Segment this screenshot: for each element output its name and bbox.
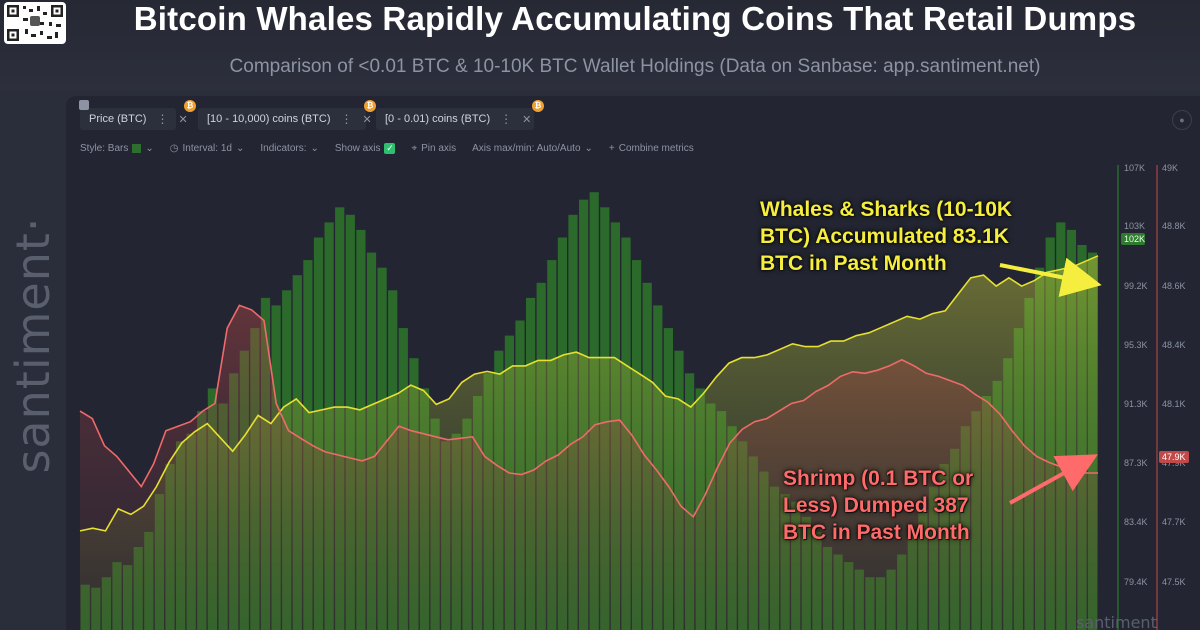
clock-icon: ◷ bbox=[169, 142, 179, 154]
axis-minmax-selector[interactable]: Axis max/min: Auto/Auto ⌄ bbox=[472, 143, 593, 154]
axis-tick-label: 83.4K bbox=[1124, 517, 1148, 527]
close-icon[interactable]: ✕ bbox=[362, 113, 372, 126]
more-options-icon[interactable]: ⋮ bbox=[340, 112, 353, 126]
axis-tick-label: 79.4K bbox=[1124, 577, 1148, 587]
whales-line bbox=[79, 255, 1099, 532]
combine-metrics-button[interactable]: + Combine metrics bbox=[609, 143, 694, 154]
indicators-label: Indicators: bbox=[260, 142, 307, 154]
axis-minmax-label: Axis max/min: Auto/Auto bbox=[472, 142, 581, 154]
interval-label: Interval: 1d bbox=[182, 142, 232, 154]
lock-icon bbox=[79, 100, 89, 110]
chevron-down-icon: ⌄ bbox=[235, 142, 245, 154]
axis-tick-label: 107K bbox=[1124, 163, 1145, 173]
price-axis: 107K 103K 99.2K 95.3K 91.3K 87.3K 83.4K 79.4K bbox=[1124, 163, 1148, 587]
legend-label-shrimp: [0 - 0.01) coins (BTC) bbox=[385, 113, 491, 125]
shrimp-area bbox=[80, 305, 1098, 630]
axis-tick-label: 48.8K bbox=[1162, 221, 1186, 231]
legend-chip-whales[interactable]: ₿ [10 - 10,000) coins (BTC) ⋮ ✕ bbox=[184, 100, 372, 130]
axis-tick-label: 48.4K bbox=[1162, 340, 1186, 350]
chevron-down-icon: ⌄ bbox=[145, 142, 154, 154]
bitcoin-icon: ₿ bbox=[184, 100, 196, 112]
settings-icon[interactable]: ● bbox=[1172, 110, 1192, 130]
legend-chip-shrimp[interactable]: ₿ [0 - 0.01) coins (BTC) ⋮ ✕ bbox=[364, 100, 534, 130]
show-axis-toggle[interactable]: Show axis ✓ bbox=[334, 142, 396, 154]
style-label: Style: Bars bbox=[80, 142, 129, 154]
axis-tick-label: 47.7K bbox=[1162, 517, 1186, 527]
header: Bitcoin Whales Rapidly Accumulating Coin… bbox=[0, 0, 1200, 90]
style-selector[interactable]: Style: Bars ⌄ bbox=[80, 143, 154, 154]
close-icon[interactable]: ✕ bbox=[522, 113, 532, 126]
santiment-watermark: santiment bbox=[1076, 613, 1157, 630]
page-title: Bitcoin Whales Rapidly Accumulating Coin… bbox=[133, 0, 1137, 37]
pin-axis-label: Pin axis bbox=[421, 142, 457, 154]
holdings-axis-badge bbox=[1159, 451, 1189, 463]
whales-annotation: Whales & Sharks (10-10K BTC) Accumulated… bbox=[760, 198, 1013, 275]
close-icon[interactable]: ✕ bbox=[178, 113, 188, 126]
pin-icon: ⌖ bbox=[411, 142, 418, 154]
axis-tick-label: 48.6K bbox=[1162, 281, 1186, 291]
axis-tick-label: 48.1K bbox=[1162, 399, 1186, 409]
axis-tick-label: 99.2K bbox=[1124, 281, 1148, 291]
bitcoin-icon: ₿ bbox=[364, 100, 376, 112]
chevron-down-icon: ⌄ bbox=[310, 142, 319, 154]
chevron-down-icon: ⌄ bbox=[584, 142, 593, 154]
axis-tick-label: 103K bbox=[1124, 221, 1145, 231]
shrimp-arrow bbox=[1009, 454, 1098, 505]
interval-selector[interactable]: ◷ Interval: 1d ⌄ bbox=[170, 143, 245, 154]
indicators-selector[interactable]: Indicators: ⌄ bbox=[260, 143, 319, 154]
price-axis-badge bbox=[1121, 233, 1145, 245]
axis-tick-label: 91.3K bbox=[1124, 399, 1148, 409]
plus-icon: + bbox=[608, 142, 615, 154]
price-axis-badge-text: 102K bbox=[1124, 234, 1145, 244]
axis-tick-label: 47.5K bbox=[1162, 577, 1186, 587]
show-axis-label: Show axis bbox=[334, 142, 381, 154]
legend-label-whales: [10 - 10,000) coins (BTC) bbox=[207, 113, 331, 125]
shrimp-annotation: Shrimp (0.1 BTC or Less) Dumped 387 BTC … bbox=[783, 467, 974, 544]
checkbox-checked-icon[interactable]: ✓ bbox=[384, 142, 396, 154]
toolbar: Style: Bars ⌄ ◷ Interval: 1d ⌄ Indicator… bbox=[80, 140, 710, 156]
holdings-axis-badge-text: 47.9K bbox=[1162, 452, 1186, 462]
shrimp-line bbox=[79, 304, 1098, 519]
holdings-axis: 49K 48.8K 48.6K 48.4K 48.1K 47.9K 47.7K 47.5K bbox=[1162, 163, 1186, 587]
combine-metrics-label: Combine metrics bbox=[618, 142, 694, 154]
whales-arrow bbox=[999, 257, 1102, 297]
page-subtitle: Comparison of <0.01 BTC & 10-10K BTC Wal… bbox=[229, 56, 1041, 77]
qr-code-icon bbox=[4, 2, 66, 44]
legend-chip-price[interactable]: Price (BTC) ⋮ ✕ bbox=[79, 100, 188, 130]
more-options-icon[interactable]: ⋮ bbox=[156, 112, 169, 126]
pin-axis-toggle[interactable]: ⌖ Pin axis bbox=[411, 143, 456, 154]
axis-tick-label: 95.3K bbox=[1124, 340, 1148, 350]
color-swatch[interactable] bbox=[132, 143, 142, 153]
more-options-icon[interactable]: ⋮ bbox=[500, 112, 513, 126]
axis-tick-label: 87.3K bbox=[1124, 458, 1148, 468]
legend-label-price: Price (BTC) bbox=[89, 113, 147, 125]
axis-tick-label: 49K bbox=[1162, 163, 1178, 173]
bitcoin-icon: ₿ bbox=[532, 100, 544, 112]
